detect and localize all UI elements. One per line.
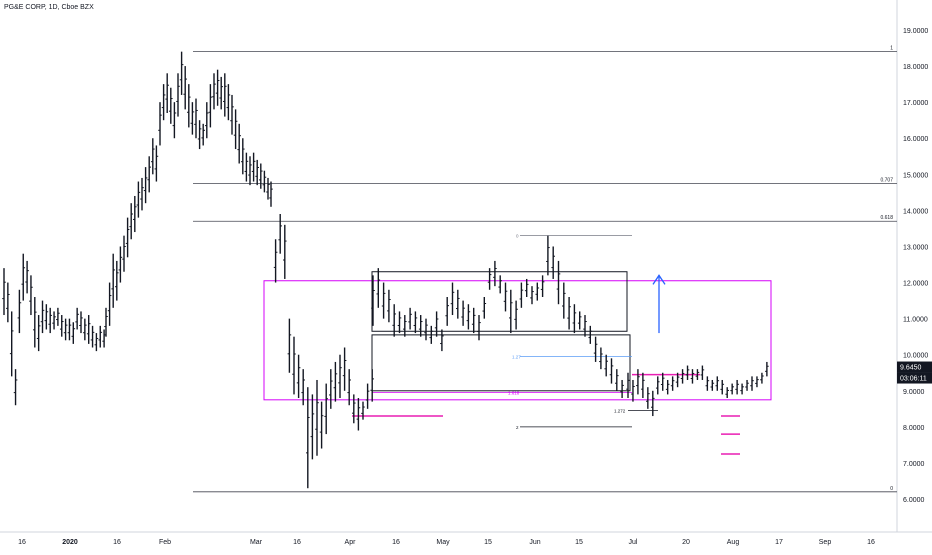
x-tick-label: 17 [775, 539, 783, 546]
x-tick-label: 16 [18, 539, 26, 546]
inner-fib-label: 0 [516, 234, 519, 239]
x-tick-label: 16 [867, 539, 875, 546]
x-tick-label: 2020 [62, 539, 78, 546]
fib-level-label: 0 [890, 486, 893, 492]
blue-arrow-head [652, 274, 666, 285]
countdown-badge [897, 372, 932, 384]
x-tick-label: 15 [484, 539, 492, 546]
x-tick-label: 16 [293, 539, 301, 546]
symbol-title: PG&E CORP, 1D, Cboe BZX [4, 4, 94, 11]
inner-fib-label: 1.618 [508, 391, 520, 396]
magenta-range-box [263, 280, 772, 401]
x-tick-label: Sep [819, 539, 832, 546]
x-tick-label: 16 [392, 539, 400, 546]
fib-level-label: 1 [890, 46, 893, 52]
bar-countdown-label: 03:06:11 [900, 376, 927, 383]
inner-fib-label: 1.27 [512, 355, 521, 360]
x-tick-label: Mar [250, 539, 263, 546]
y-tick-label: 9.0000 [903, 389, 925, 396]
x-tick-label: Feb [159, 539, 171, 546]
x-tick-label: Apr [345, 539, 357, 546]
y-tick-label: 7.0000 [903, 461, 925, 468]
x-tick-label: 16 [113, 539, 121, 546]
y-tick-label: 12.0000 [903, 281, 928, 288]
fib-level-label: 0.707 [880, 177, 893, 183]
y-tick-label: 19.0000 [903, 28, 928, 35]
x-tick-label: Jul [629, 539, 638, 546]
y-tick-label: 16.0000 [903, 136, 928, 143]
inner-fib-label: 1.272 [614, 409, 626, 414]
x-tick-label: 15 [575, 539, 583, 546]
current-price-label: 9.6450 [900, 365, 922, 372]
lower-range-rect [371, 334, 631, 392]
upper-range-rect [371, 271, 628, 332]
y-tick-label: 10.0000 [903, 353, 928, 360]
y-tick-label: 6.0000 [903, 497, 925, 504]
y-tick-label: 18.0000 [903, 64, 928, 71]
y-tick-label: 17.0000 [903, 100, 928, 107]
x-tick-label: May [436, 539, 450, 546]
inner-fib-label: 2 [516, 425, 519, 430]
y-tick-label: 13.0000 [903, 244, 928, 251]
x-tick-label: 20 [682, 539, 690, 546]
fib-level-label: 0.618 [880, 215, 893, 221]
y-tick-label: 15.0000 [903, 172, 928, 179]
x-tick-label: Jun [529, 539, 540, 546]
y-tick-label: 8.0000 [903, 425, 925, 432]
x-tick-label: Aug [727, 539, 740, 546]
y-tick-label: 11.0000 [903, 317, 928, 324]
current-price-badge [897, 361, 932, 373]
y-tick-label: 14.0000 [903, 208, 928, 215]
